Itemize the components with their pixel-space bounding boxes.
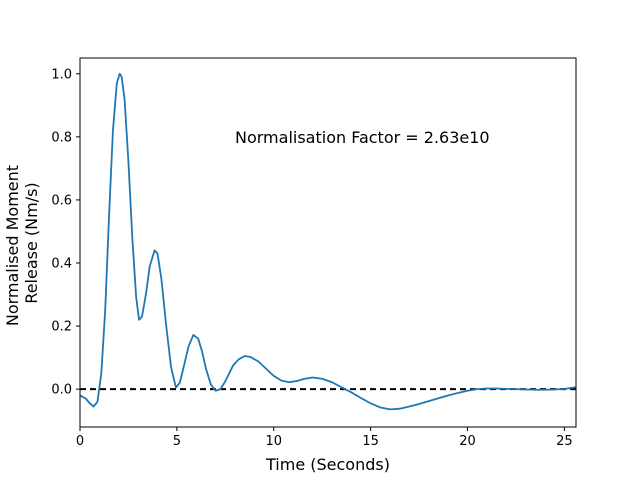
y-tick-label: 0.6 [51, 193, 72, 208]
y-axis-label: Normalised Moment Release (Nm/s) [3, 160, 41, 326]
y-axis-label-line-1: Normalised Moment [3, 165, 22, 326]
series-line-0 [79, 72, 577, 411]
y-tick-label: 0.4 [51, 257, 72, 272]
x-tick-label: 15 [362, 434, 379, 449]
y-tick-label: 0.8 [51, 130, 72, 145]
x-tick-label: 5 [173, 434, 181, 449]
plot-area: 0 5 10 15 20 25 0.0 0.2 0.4 0.6 0.8 1.0 [51, 57, 577, 449]
x-tick-label: 25 [556, 434, 573, 449]
axes-frame [79, 57, 577, 428]
y-tick-label: 1.0 [51, 67, 72, 82]
x-axis-label: Time (Seconds) [265, 455, 390, 474]
annotation-text: Normalisation Factor = 2.63e10 [235, 128, 490, 147]
y-tick-label: 0.2 [51, 320, 72, 335]
x-tick-label: 20 [459, 434, 476, 449]
y-tick-label: 0.0 [51, 383, 72, 398]
x-tick-label: 10 [265, 434, 282, 449]
y-axis-label-line-2: Release (Nm/s) [22, 182, 41, 303]
x-tick-label: 0 [76, 434, 84, 449]
